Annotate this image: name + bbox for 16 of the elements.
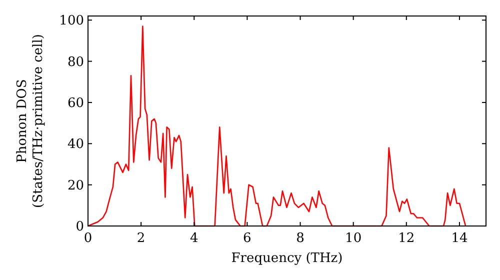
- y-tick-label: 60: [67, 96, 84, 111]
- y-tick-label: 20: [67, 178, 84, 194]
- x-axis-title: Frequency (THz): [231, 251, 343, 266]
- y-axis-title: Phonon DOS (States/THz·primitive cell): [15, 34, 46, 208]
- x-tick-label: 4: [190, 231, 198, 246]
- y-tick-label: 80: [67, 54, 84, 70]
- x-tick-label: 8: [296, 231, 304, 246]
- x-tick-label: 10: [345, 231, 362, 246]
- y-tick-label: 40: [67, 137, 84, 152]
- x-tick-label: 6: [243, 231, 252, 246]
- x-tick-label: 12: [398, 231, 415, 246]
- y-tick-label: 0: [76, 220, 84, 234]
- y-tick-label: 100: [59, 14, 84, 29]
- line-series: [87, 26, 466, 227]
- x-tick-label: 2: [136, 231, 146, 246]
- x-tick-label: 14: [451, 231, 468, 246]
